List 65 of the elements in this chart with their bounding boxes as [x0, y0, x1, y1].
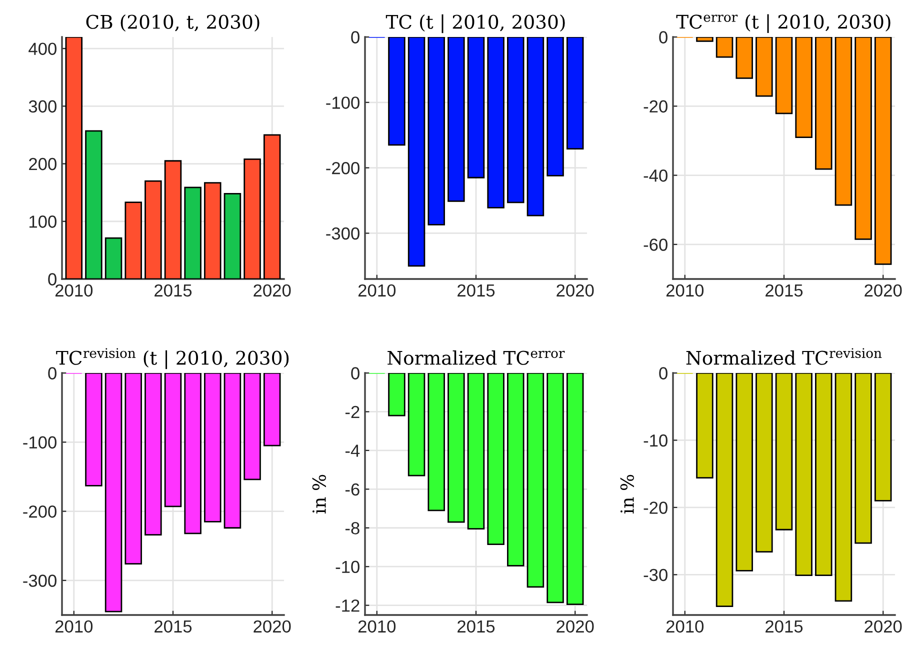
bar [244, 158, 261, 279]
y-tick-label: -300 [23, 574, 56, 587]
y-tick-label: 300 [28, 100, 56, 113]
y-tick-label: -30 [644, 568, 668, 582]
bar [224, 193, 242, 279]
x-tick-label: 2020 [864, 620, 902, 633]
y-tick-label: 0 [351, 31, 360, 44]
bar [263, 134, 281, 279]
y-tick-label: -10 [644, 434, 668, 447]
x-tick-label: 2015 [154, 620, 192, 633]
y-axis-title: in % [312, 474, 326, 514]
x-tick-label: 2020 [556, 284, 594, 297]
y-tick-label: 0 [48, 273, 56, 286]
chart-title: Normalized TC$^{error}$ [388, 350, 565, 365]
y-tick-label: -100 [23, 436, 56, 449]
bar [184, 186, 202, 279]
y-tick-label: -40 [644, 169, 668, 182]
y-tick-label: 100 [30, 216, 56, 228]
x-tick-label: 2015 [766, 284, 803, 297]
bar [85, 130, 102, 279]
x-tick-label: 2020 [864, 284, 902, 297]
y-tick-label: -2 [345, 406, 360, 418]
bar [204, 182, 222, 279]
x-tick-label: 2010 [666, 284, 704, 297]
y-tick-label: -100 [326, 96, 360, 109]
y-axis-title: in % [620, 474, 634, 514]
y-tick-label: 400 [28, 42, 56, 55]
chart-title: TC$^{revision}$ (t | 2010, 2030) [56, 348, 289, 370]
y-tick-label: -200 [23, 505, 56, 518]
x-tick-label: 2020 [556, 620, 594, 633]
x-tick-label: 2010 [666, 620, 704, 633]
chart-title: CB (2010, t, 2030) [86, 14, 260, 32]
bar [164, 160, 182, 279]
y-tick-label: -12 [336, 599, 360, 612]
x-tick-label: 2015 [154, 284, 192, 297]
y-tick-label: 200 [29, 158, 56, 170]
y-tick-label: -300 [326, 227, 360, 240]
y-tick-label: -8 [345, 522, 360, 534]
y-tick-label: -4 [345, 444, 360, 457]
chart-title: Normalized TC$^{revision}$ [686, 348, 882, 365]
bar [65, 37, 83, 279]
x-tick-label: 2010 [55, 620, 93, 633]
bar [144, 180, 162, 279]
chart-title: TC (t | 2010, 2030) [386, 14, 565, 34]
y-tick-label: 0 [659, 367, 668, 380]
x-tick-label: 2015 [458, 284, 495, 297]
bar [104, 237, 122, 279]
y-tick-label: -60 [644, 238, 668, 251]
bar [124, 202, 142, 279]
x-tick-label: 2010 [358, 284, 396, 297]
y-tick-label: -6 [345, 483, 360, 496]
x-tick-label: 2010 [358, 620, 396, 633]
x-tick-label: 2015 [766, 620, 803, 633]
x-tick-label: 2015 [458, 620, 495, 633]
y-tick-label: 0 [48, 367, 56, 380]
y-tick-label: -10 [336, 560, 360, 574]
x-tick-label: 2010 [55, 284, 93, 297]
chart-title: TC$^{error}$ (t | 2010, 2030) [676, 14, 890, 33]
x-tick-label: 2020 [254, 284, 291, 297]
y-tick-label: -20 [644, 502, 668, 514]
x-tick-label: 2020 [254, 620, 291, 633]
y-tick-label: 0 [351, 367, 360, 380]
y-tick-label: 0 [659, 31, 668, 44]
y-tick-label: -20 [644, 100, 668, 113]
y-tick-label: -200 [326, 162, 360, 174]
